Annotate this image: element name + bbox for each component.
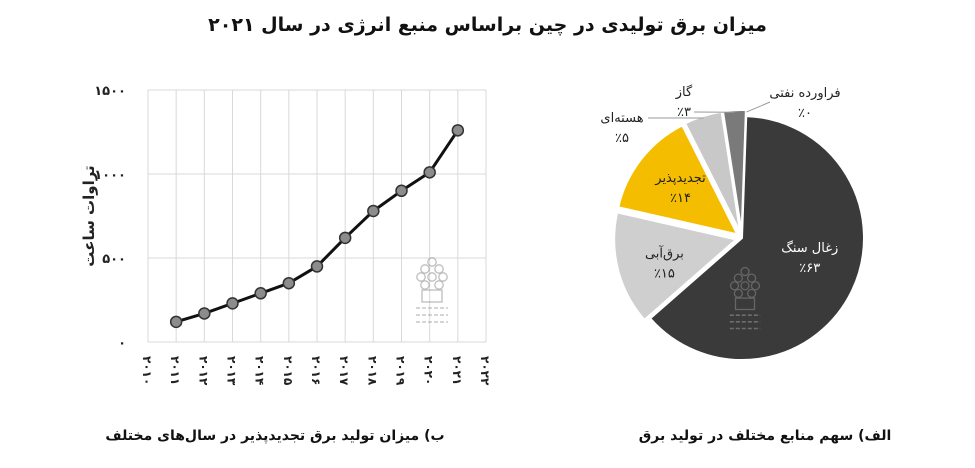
x-tick-label: ۲۰۱۹: [394, 356, 408, 386]
pie-chart-caption: الف) سهم منابع مختلف در تولید برق: [638, 428, 892, 444]
x-tick-label: ۲۰۱۵: [281, 356, 295, 385]
y-tick-label: ۰: [118, 336, 126, 351]
x-tick-label: ۲۰۱۱: [168, 356, 182, 385]
oil-label: فراورده نفتی: [769, 86, 840, 101]
hydro-label: برق‌آبی: [645, 245, 684, 262]
x-tick-label: ۲۰۱۰: [140, 356, 154, 385]
pie-slice-renewable: [617, 124, 740, 236]
hydro-value: ٪۱۵: [654, 267, 675, 282]
nuclear-value: ٪۵: [615, 131, 629, 146]
watermark-logo-icon: [729, 266, 761, 330]
x-tick-label: ۲۰۱۶: [309, 356, 323, 385]
y-axis-label: تراوات ساعت: [80, 165, 98, 266]
x-tick-label: ۲۰۲۲: [478, 356, 492, 386]
y-tick-label: ۵۰۰: [102, 252, 126, 267]
x-tick-label: ۲۰۱۴: [253, 356, 267, 385]
x-tick-label: ۲۰۱۲: [196, 356, 210, 386]
line-point: [338, 231, 352, 245]
line-point: [198, 307, 211, 320]
line-point: [310, 260, 324, 273]
pie-slice-hydro: [613, 211, 739, 322]
line-point: [254, 287, 267, 300]
line-point: [395, 184, 408, 198]
watermark-logo-icon: [416, 257, 448, 323]
x-tick-label: ۲۰۲۱: [450, 356, 464, 385]
gas-value: ٪۳: [677, 105, 691, 120]
x-tick-label: ۲۰۱۷: [337, 356, 351, 386]
coal-label: زغال سنگ: [781, 240, 838, 256]
coal-value: ٪۶۳: [799, 261, 820, 276]
renewable-value: ٪۱۴: [670, 191, 691, 206]
x-tick-label: ۲۰۱۸: [365, 356, 379, 386]
line-point: [226, 297, 239, 310]
line-point: [282, 276, 296, 290]
oil-leader: [746, 101, 771, 113]
line-point: [367, 204, 380, 218]
line-point: [169, 315, 183, 329]
y-tick-label: ۱۰۰۰: [94, 168, 126, 183]
line-chart-caption: ب) میزان تولید برق تجدیدپذیر در سال‌های …: [105, 428, 445, 444]
line-point: [451, 124, 465, 137]
line-point: [423, 166, 436, 179]
x-tick-label: ۲۰۱۳: [225, 356, 239, 386]
renewable-label: تجدیدپذیر: [654, 171, 706, 186]
oil-value: ٪۰: [798, 106, 812, 121]
y-tick-label: ۱۵۰۰: [94, 84, 126, 99]
pie-slice-coal: [648, 115, 865, 361]
page-title: میزان برق تولیدی در چین براساس منبع انرژ…: [208, 14, 767, 36]
nuclear-label: هسته‌ای: [600, 111, 643, 126]
gas-label: گاز: [675, 84, 693, 100]
x-tick-label: ۲۰۲۰: [422, 356, 436, 385]
pie-slice-gas: [721, 109, 747, 233]
